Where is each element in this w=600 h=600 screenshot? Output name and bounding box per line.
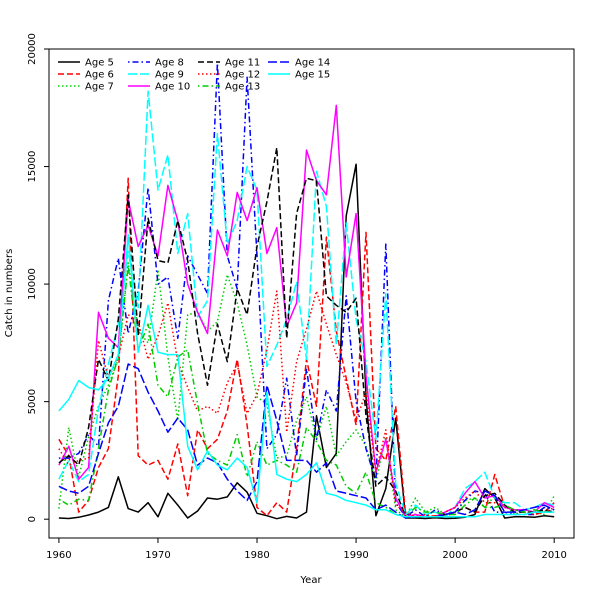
- series-line-age-8: [58, 62, 555, 518]
- y-axis: 0 5000 10000 15000 20000: [27, 33, 49, 522]
- legend-label: Age 9: [155, 70, 184, 81]
- series-line-age-11: [58, 146, 555, 518]
- legend-label: Age 11: [225, 58, 260, 69]
- x-tick-label: 2000: [442, 550, 467, 561]
- x-axis-title: Year: [299, 575, 322, 586]
- x-tick-label: 1960: [46, 550, 71, 561]
- y-tick-label: 15000: [27, 151, 38, 183]
- series-line-age-15: [58, 233, 555, 518]
- legend-label: Age 8: [155, 58, 184, 69]
- series-line-age-9: [58, 90, 555, 518]
- series-line-age-5: [58, 163, 555, 520]
- y-tick-label: 20000: [27, 33, 38, 65]
- x-tick-label: 1980: [244, 550, 269, 561]
- plot-frame: [48, 48, 575, 539]
- x-tick-label: 1970: [145, 550, 170, 561]
- series-line-age-10: [58, 104, 555, 518]
- legend-label: Age 10: [155, 82, 190, 93]
- series-line-age-14: [58, 363, 555, 519]
- x-tick-label: 1990: [343, 550, 368, 561]
- y-axis-title: Catch in numbers: [4, 249, 15, 338]
- y-tick-label: 10000: [27, 268, 38, 300]
- y-tick-label: 0: [27, 516, 38, 522]
- series-layer: [58, 62, 555, 520]
- legend-label: Age 12: [225, 70, 260, 81]
- legend-label: Age 7: [85, 82, 114, 93]
- legend-label: Age 13: [225, 82, 260, 93]
- legend-label: Age 6: [85, 70, 114, 81]
- legend-label: Age 14: [295, 58, 330, 69]
- series-line-age-12: [58, 290, 555, 518]
- x-tick-label: 2010: [541, 550, 566, 561]
- legend-label: Age 5: [85, 58, 114, 69]
- y-tick-label: 5000: [27, 389, 38, 414]
- legend-label: Age 15: [295, 70, 330, 81]
- x-axis: 1960 1970 1980 1990 2000 2010: [46, 538, 567, 561]
